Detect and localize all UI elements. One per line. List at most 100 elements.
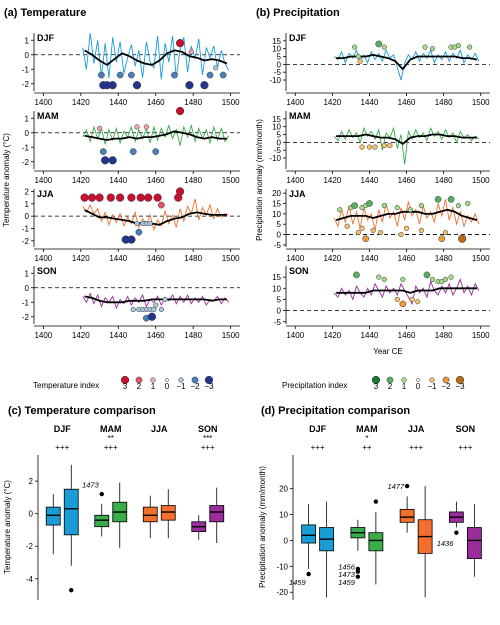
x-tick-label: 1480 bbox=[184, 331, 202, 340]
group-season-label: SON bbox=[456, 424, 476, 434]
legend-value: 0 bbox=[165, 382, 170, 391]
chart-title: (b) Precipitation bbox=[256, 7, 340, 19]
index-point bbox=[399, 300, 407, 308]
y-tick-label: 20 bbox=[279, 485, 288, 494]
box bbox=[94, 514, 110, 528]
index-point bbox=[132, 81, 142, 90]
outlier-point bbox=[404, 483, 410, 489]
outlier-point bbox=[454, 530, 459, 535]
series-annual-line bbox=[333, 199, 480, 231]
x-tick-label: 1480 bbox=[184, 254, 202, 263]
y-tick-label: 2 bbox=[25, 187, 30, 196]
y-tick-label: 0 bbox=[277, 138, 282, 147]
outlier-point bbox=[355, 569, 361, 574]
y-tick-label: 5 bbox=[277, 53, 282, 62]
legend-marker bbox=[120, 375, 130, 385]
y-axis-label: Precipitation anomaly (mm/month) bbox=[258, 466, 267, 588]
y-tick-label: 0 bbox=[29, 510, 34, 519]
chart-title: (a) Temperature bbox=[4, 7, 86, 19]
season-label: SON bbox=[37, 266, 57, 276]
index-point bbox=[442, 229, 449, 236]
legend-value: 1 bbox=[151, 382, 156, 391]
y-tick-label: -10 bbox=[269, 76, 281, 85]
index-point bbox=[455, 42, 462, 49]
index-point bbox=[213, 65, 219, 71]
legend-marker bbox=[455, 375, 465, 385]
y-axis-label: Temperature anomaly (°C) bbox=[2, 133, 11, 227]
outlier-point bbox=[99, 491, 104, 497]
index-point bbox=[398, 231, 404, 238]
y-tick-label: -10 bbox=[269, 154, 281, 163]
box bbox=[160, 505, 176, 521]
y-tick-label: -4 bbox=[26, 575, 34, 584]
significance-marker: ++ bbox=[362, 443, 372, 452]
series-smoothed-line bbox=[84, 49, 228, 66]
x-tick-label: 1440 bbox=[109, 254, 127, 263]
season-label: SON bbox=[289, 266, 309, 276]
index-point bbox=[381, 142, 387, 149]
index-point bbox=[400, 276, 406, 282]
index-point bbox=[96, 125, 103, 131]
box bbox=[399, 508, 415, 523]
index-point bbox=[127, 193, 136, 202]
y-axis-label: Precipitation anomaly (mm/month) bbox=[255, 119, 264, 241]
season-label: DJF bbox=[289, 33, 307, 43]
y-tick-label: -2 bbox=[22, 313, 30, 322]
x-tick-label: 1420 bbox=[72, 331, 90, 340]
x-tick-label: 1480 bbox=[184, 98, 202, 107]
y-tick-label: -5 bbox=[274, 68, 282, 77]
y-tick-label: -1 bbox=[22, 298, 30, 307]
index-point bbox=[407, 207, 413, 213]
significance-marker: * bbox=[365, 434, 368, 443]
index-point bbox=[381, 276, 387, 282]
series-smoothed-line bbox=[84, 295, 227, 304]
index-point bbox=[108, 156, 117, 165]
index-point bbox=[206, 71, 214, 79]
y-tick-label: 1 bbox=[25, 200, 30, 209]
outlier-year-label: 1473 bbox=[82, 480, 100, 489]
x-tick-label: 1440 bbox=[361, 98, 379, 107]
group-season-label: JJA bbox=[151, 424, 168, 434]
significance-marker: +++ bbox=[201, 443, 215, 452]
y-tick-label: -5 bbox=[274, 318, 282, 327]
index-point bbox=[376, 274, 382, 280]
x-tick-label: 1460 bbox=[147, 254, 165, 263]
index-point bbox=[337, 207, 343, 213]
x-tick-label: 1400 bbox=[286, 254, 304, 263]
y-tick-label: -1 bbox=[22, 65, 30, 74]
x-tick-label: 1420 bbox=[323, 254, 341, 263]
season-label: DJF bbox=[37, 33, 55, 43]
box bbox=[63, 488, 79, 536]
legend-marker bbox=[442, 376, 450, 384]
y-tick-label: -1 bbox=[22, 224, 30, 233]
season-label: JJA bbox=[37, 189, 54, 199]
index-point bbox=[418, 227, 424, 234]
y-tick-label: 15 bbox=[272, 37, 281, 46]
index-point bbox=[175, 187, 185, 196]
x-axis-label: Year CE bbox=[373, 347, 403, 356]
index-point bbox=[147, 220, 153, 227]
index-point bbox=[434, 196, 442, 203]
season-label: MAM bbox=[289, 111, 311, 121]
index-point bbox=[377, 229, 384, 236]
index-point bbox=[370, 227, 376, 234]
y-tick-label: -10 bbox=[276, 562, 288, 571]
index-point bbox=[362, 235, 370, 243]
index-point bbox=[415, 299, 421, 305]
y-tick-label: 0 bbox=[25, 212, 30, 221]
index-point bbox=[423, 271, 431, 279]
box bbox=[45, 506, 61, 526]
legend-value: 2 bbox=[388, 382, 393, 391]
box bbox=[466, 527, 482, 559]
index-point bbox=[162, 296, 168, 302]
x-tick-label: 1480 bbox=[435, 331, 453, 340]
index-point bbox=[418, 202, 424, 209]
y-tick-label: 0 bbox=[284, 536, 289, 545]
index-point bbox=[387, 142, 393, 149]
box bbox=[301, 524, 317, 544]
x-tick-label: 1440 bbox=[361, 331, 379, 340]
index-point bbox=[351, 202, 358, 209]
x-tick-label: 1500 bbox=[472, 98, 490, 107]
index-point bbox=[108, 81, 117, 90]
y-tick-label: 1 bbox=[25, 269, 30, 278]
